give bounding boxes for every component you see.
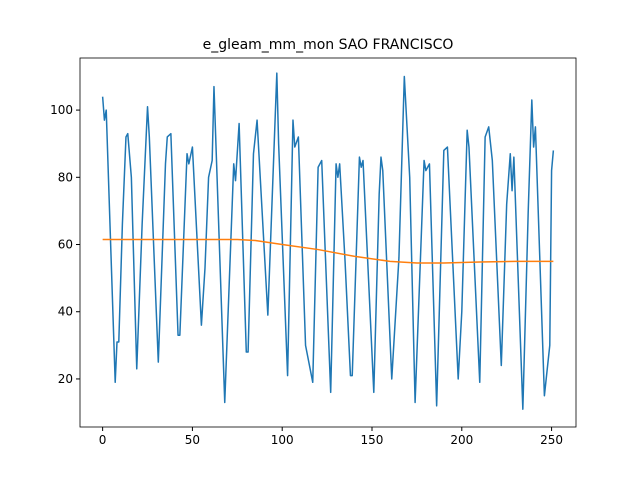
y-tick-label: 20: [58, 372, 73, 386]
x-tick-label: 150: [361, 433, 384, 447]
x-tick-label: 0: [99, 433, 107, 447]
y-tick-label: 80: [58, 170, 73, 184]
chart-title: e_gleam_mm_mon SAO FRANCISCO: [203, 37, 454, 53]
y-tick-label: 100: [50, 103, 73, 117]
line-series: [101, 72, 555, 410]
x-tick-label: 50: [185, 433, 200, 447]
x-tick-label: 200: [450, 433, 473, 447]
line-series: [102, 238, 554, 264]
y-tick-label: 40: [58, 305, 73, 319]
x-tick-label: 250: [540, 433, 563, 447]
plot-frame: [79, 57, 577, 428]
y-tick-label: 60: [58, 238, 73, 252]
x-tick-label: 100: [271, 433, 294, 447]
